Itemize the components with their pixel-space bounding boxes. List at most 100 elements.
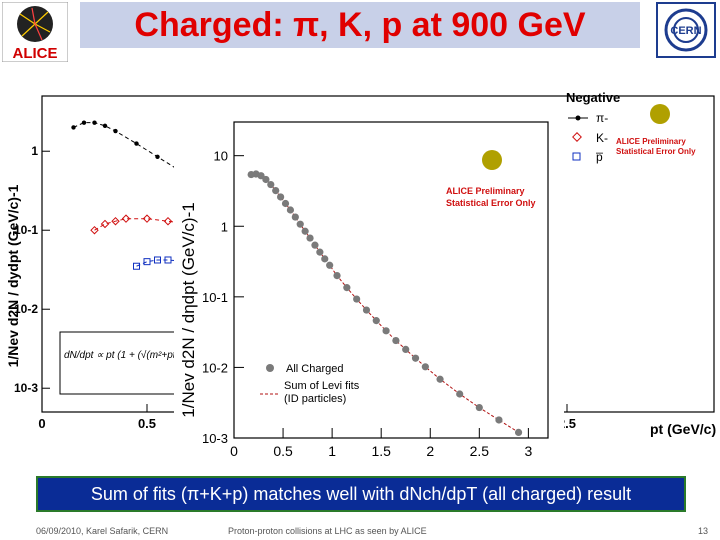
front-y-tick-label: 1 <box>221 219 228 234</box>
all-charged-point <box>495 416 503 424</box>
all-charged-point <box>306 234 314 242</box>
front-y-tick-label: 10-2 <box>202 360 228 375</box>
all-charged-point <box>514 428 523 437</box>
all-charged-point <box>326 261 334 269</box>
front-y-axis-label: 1/Nev d2N / dηdpt (GeV/c)-1 <box>179 202 198 417</box>
bg-legend: π- K- p̅ ALICE Preliminary Statistical E… <box>568 104 696 164</box>
all-charged-chart: 0 0.5 1 1.5 2 2.5 3 10 1 10-1 10-2 10-3 1/Nev d2N /… <box>174 100 564 472</box>
all-charged-point <box>311 241 319 249</box>
cern-logo-text: CERN <box>670 25 701 37</box>
kaon-point <box>142 214 152 223</box>
all-charged-point <box>436 375 444 383</box>
kaon-point <box>111 216 120 226</box>
all-charged-point <box>362 306 371 314</box>
kaon-point <box>163 216 173 226</box>
alice-logo: ALICE <box>1 1 69 63</box>
pion-point <box>102 123 108 128</box>
all-charged-point <box>267 180 275 189</box>
formula-box <box>59 331 179 395</box>
all-charged-point <box>392 336 400 345</box>
all-charged-point <box>343 284 351 292</box>
all-charged-point <box>286 206 295 214</box>
all-charged-point <box>402 345 410 354</box>
bg-watermark-line2: Statistical Error Only <box>616 147 696 156</box>
alice-watermark-logo <box>650 104 670 124</box>
alice-logo-text: ALICE <box>13 45 58 62</box>
legend-all-charged: All Charged <box>286 363 343 375</box>
all-charged-point <box>475 403 483 412</box>
kaon-point <box>90 225 99 235</box>
legend-levi-fit: Sum of Levi fits (ID particles) <box>284 380 360 405</box>
front-legend: All Charged Sum of Levi fits (ID particl… <box>260 363 360 405</box>
front-x-tick-label: 3 <box>524 443 532 459</box>
page-number: 13 <box>697 526 708 536</box>
footer-center: Proton-proton collisions at LHC as seen … <box>228 526 427 536</box>
all-charged-point <box>262 175 270 184</box>
legend-pion: π- <box>596 111 608 125</box>
footer-author: 06/09/2010, Karel Safarik, CERN <box>36 526 169 536</box>
all-charged-point <box>281 199 290 208</box>
front-watermark: ALICE Preliminary Statistical Error Only <box>446 150 536 208</box>
bg-x-axis-label: pt (GeV/c) <box>650 421 716 437</box>
proton-point <box>164 256 172 264</box>
all-charged-point <box>333 271 341 280</box>
front-watermark-line1: ALICE Preliminary <box>446 186 525 196</box>
legend-all-charged-marker <box>266 364 274 372</box>
pion-point <box>71 125 76 130</box>
front-y-tick-label: 10-1 <box>202 290 228 305</box>
all-charged-point <box>301 227 309 235</box>
bg-y-tick-label: 10-1 <box>14 223 38 237</box>
all-charged-point <box>272 187 280 195</box>
title-band <box>80 2 640 48</box>
bg-watermark-line1: ALICE Preliminary <box>616 137 686 146</box>
legend-proton: p̅ <box>596 150 604 164</box>
kaon-point <box>121 214 131 223</box>
front-x-tick-label: 1 <box>328 443 336 459</box>
pion-point <box>92 120 97 125</box>
all-charged-point <box>296 220 304 228</box>
all-charged-point <box>291 213 299 221</box>
legend-kaon: K- <box>596 131 608 145</box>
all-charged-point <box>421 363 429 371</box>
legend-pion-marker <box>575 115 581 121</box>
bg-y-tick-label: 1 <box>31 144 38 158</box>
all-charged-point <box>456 390 464 398</box>
all-charged-point <box>321 255 329 263</box>
slide-title: Charged: π, K, p at 900 GeV <box>134 6 586 44</box>
all-charged-point <box>316 248 324 256</box>
bg-y-tick-label: 10-3 <box>14 381 38 395</box>
front-chart-bg <box>174 100 564 472</box>
legend-kaon-marker <box>572 132 582 142</box>
pion-point <box>155 154 160 159</box>
front-x-tick-label: 0.5 <box>273 443 293 459</box>
all-charged-point <box>411 354 420 362</box>
caption-box: Sum of fits (π+K+p) matches well with dN… <box>36 476 686 512</box>
bg-x-tick-label: 0.5 <box>138 416 156 431</box>
front-y-tick-label: 10 <box>214 149 228 164</box>
all-charged-point <box>382 327 390 335</box>
front-x-tick-label: 1.5 <box>371 443 391 459</box>
all-charged-point <box>372 317 380 325</box>
front-y-tick-label: 10-3 <box>202 431 228 446</box>
pion-point <box>113 128 118 134</box>
bg-x-tick-label: 0 <box>38 416 45 431</box>
cern-logo: CERN <box>656 2 716 58</box>
front-x-tick-label: 2.5 <box>470 443 490 459</box>
all-charged-point <box>257 172 265 180</box>
kaon-point <box>100 219 110 229</box>
proton-point <box>143 258 151 266</box>
pion-point <box>81 120 87 125</box>
all-charged-point <box>277 193 285 201</box>
all-charged-point <box>353 295 361 303</box>
pion-point <box>134 141 139 146</box>
bg-y-axis-label: 1/Nev d2N / dydpt (GeV/c)-1 <box>5 184 21 367</box>
bg-legend-title: Negative <box>566 90 620 105</box>
proton-point <box>133 262 140 270</box>
front-x-tick-label: 0 <box>230 443 238 459</box>
front-chart-frame <box>233 121 549 439</box>
proton-point <box>154 256 161 264</box>
front-x-tick-label: 2 <box>426 443 434 459</box>
bg-y-tick-label: 10-2 <box>14 302 38 316</box>
legend-proton-marker <box>572 152 581 161</box>
front-watermark-line2: Statistical Error Only <box>446 198 536 208</box>
